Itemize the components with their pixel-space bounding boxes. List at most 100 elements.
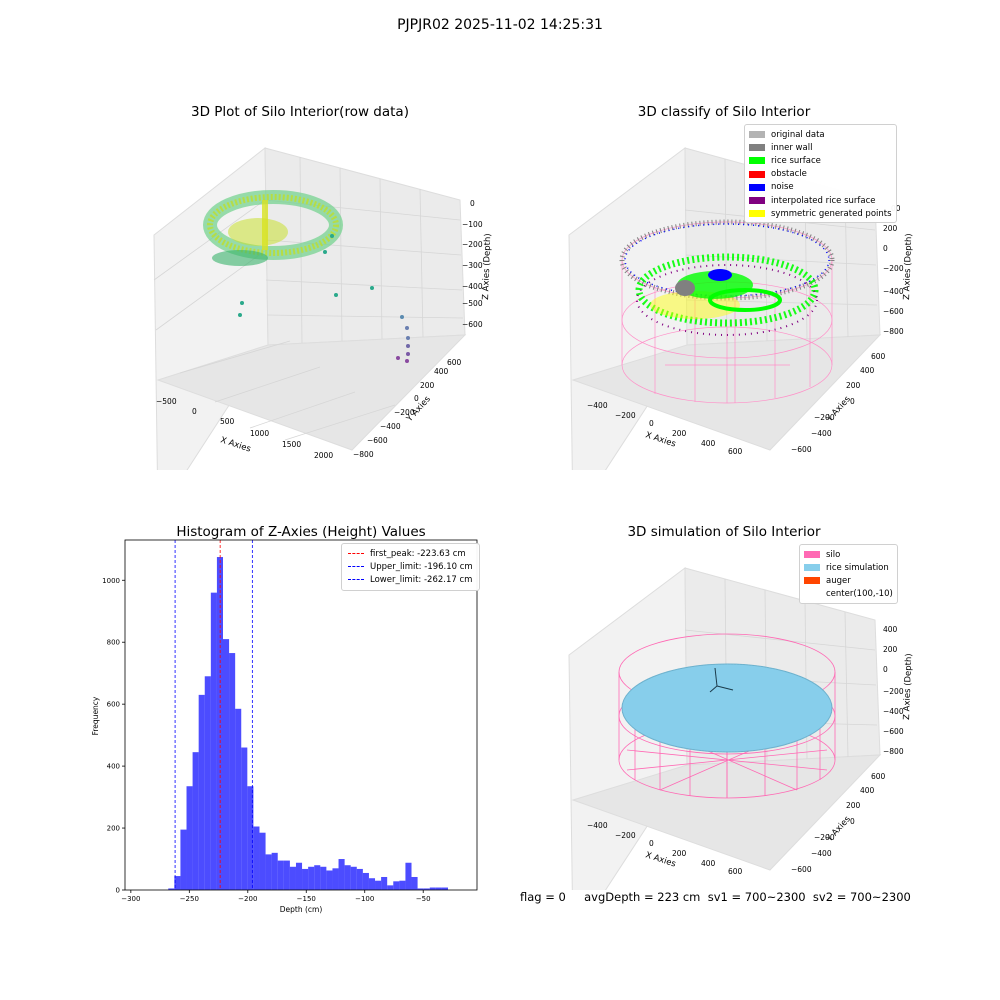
classify-xtick: 600 — [728, 447, 743, 456]
histogram-bar — [283, 860, 290, 890]
histogram-bar — [289, 866, 296, 890]
histogram-bar — [381, 876, 388, 890]
legend-label: obstacle — [771, 169, 807, 180]
legend-label: inner wall — [771, 142, 813, 153]
legend-label: original data — [771, 129, 825, 140]
simulation-ztick: −400 — [883, 707, 904, 716]
legend-label: auger — [826, 575, 851, 586]
histogram-bar — [222, 639, 230, 890]
histogram-ytick-label: 800 — [107, 639, 120, 647]
classify-ytick: −600 — [791, 445, 812, 454]
raw-xtick: 2000 — [314, 451, 333, 460]
histogram-bar — [247, 786, 254, 890]
classify-pane-floor — [571, 334, 882, 451]
histogram-bar — [405, 862, 412, 890]
raw-xtick: 1000 — [250, 429, 269, 438]
simulation-3d-plot: −400 −200 0 200 400 600 −600 −400 −200 0… — [568, 567, 914, 890]
histogram-bar — [198, 694, 205, 890]
histogram-bar — [344, 865, 351, 890]
simulation-ztick: 0 — [883, 665, 888, 674]
legend-label: first_peak: -223.63 cm — [370, 548, 466, 559]
simulation-ylabel: Y Axies — [824, 814, 853, 845]
histogram-bar — [441, 887, 448, 890]
histogram-bar — [387, 885, 394, 890]
simulation-pane-floor — [571, 754, 882, 871]
classify-ztick: −600 — [883, 307, 904, 316]
classify-ytick: 400 — [860, 366, 875, 375]
classify-ztick: −200 — [883, 264, 904, 273]
simulation-ytick: 400 — [860, 786, 875, 795]
simulation-ztick: −800 — [883, 747, 904, 756]
raw-zlabel: Z Axies (Depth) — [481, 233, 493, 300]
legend-item: original data — [749, 128, 892, 141]
histogram-ytick-label: 400 — [107, 763, 120, 771]
histogram-bar — [362, 872, 369, 890]
legend-line-swatch — [348, 566, 364, 568]
classify-xtick: 0 — [649, 419, 654, 428]
classify-ytick: −200 — [814, 413, 835, 422]
legend-label: Lower_limit: -262.17 cm — [370, 574, 473, 585]
simulation-xtick: 600 — [728, 867, 743, 876]
classify-xtick: 400 — [701, 439, 716, 448]
classify-ytick: 200 — [846, 381, 861, 390]
histogram-bar — [314, 865, 321, 890]
classify-zlabel: Z Axies (Depth) — [902, 233, 914, 300]
legend-swatch — [804, 551, 820, 559]
histogram-bar — [417, 888, 424, 890]
simulation-xtick: −200 — [615, 831, 636, 840]
raw-ytick: −600 — [367, 436, 388, 445]
histogram-bar — [429, 887, 436, 890]
legend-item: obstacle — [749, 168, 892, 181]
classify-ytick: −400 — [811, 429, 832, 438]
histogram-ytick-label: 600 — [107, 701, 120, 709]
simulation-legend: silo rice simulation auger center(100,-1… — [799, 544, 898, 604]
histogram-bar — [253, 826, 260, 890]
raw-plot-title: 3D Plot of Silo Interior(row data) — [191, 104, 409, 120]
raw-xtick: 0 — [192, 407, 197, 416]
simulation-xtick: 0 — [649, 839, 654, 848]
raw-ytick: −800 — [353, 450, 374, 459]
histogram-bar — [271, 852, 278, 890]
histogram-xtick-label: −200 — [238, 895, 257, 903]
simulation-ztick: 400 — [883, 625, 898, 634]
raw-xlabel: X Axies — [219, 435, 252, 454]
histogram-legend: first_peak: -223.63 cm Upper_limit: -196… — [341, 543, 480, 591]
legend-item: rice surface — [749, 154, 892, 167]
histogram-bar — [277, 860, 284, 890]
raw-ztick: −300 — [462, 261, 483, 270]
figure-suptitle: PJPJR02 2025-11-02 14:25:31 — [397, 17, 603, 33]
legend-label: center(100,-10) — [826, 589, 893, 600]
footer-status-text: flag = 0 avgDepth = 223 cm sv1 = 700~230… — [520, 890, 911, 904]
histogram-bar — [332, 868, 339, 890]
raw-point-cloud — [203, 190, 343, 266]
histogram-bar — [259, 832, 266, 890]
histogram-bar — [265, 854, 272, 890]
simulation-ytick: −600 — [791, 865, 812, 874]
legend-item: inner wall — [749, 141, 892, 154]
raw-ytick: 400 — [434, 367, 449, 376]
histogram-bar — [393, 881, 400, 890]
legend-label: Upper_limit: -196.10 cm — [370, 561, 473, 572]
histogram-xtick-label: −250 — [180, 895, 199, 903]
histogram-bar — [302, 868, 309, 890]
histogram-ytick-label: 1000 — [102, 577, 120, 585]
legend-item: rice simulation — [804, 561, 893, 574]
classify-xtick: 200 — [672, 429, 687, 438]
histogram-bar — [180, 829, 187, 890]
simulation-ztick: −600 — [883, 727, 904, 736]
legend-swatch — [804, 577, 820, 585]
legend-line-swatch — [348, 579, 364, 581]
classify-ztick: −800 — [883, 327, 904, 336]
histogram-bar — [423, 888, 430, 890]
classify-ytick: 600 — [871, 352, 886, 361]
simulation-ytick: −400 — [811, 849, 832, 858]
raw-ytick: −200 — [394, 408, 415, 417]
histogram-bar — [186, 786, 193, 890]
raw-ytick: 200 — [420, 381, 435, 390]
legend-item: first_peak: -223.63 cm — [348, 547, 473, 560]
legend-swatch — [749, 170, 765, 178]
histogram-bar — [338, 859, 345, 890]
legend-item: Upper_limit: -196.10 cm — [348, 560, 473, 573]
histogram-bar — [204, 676, 211, 890]
classify-point-cloud — [619, 219, 835, 336]
